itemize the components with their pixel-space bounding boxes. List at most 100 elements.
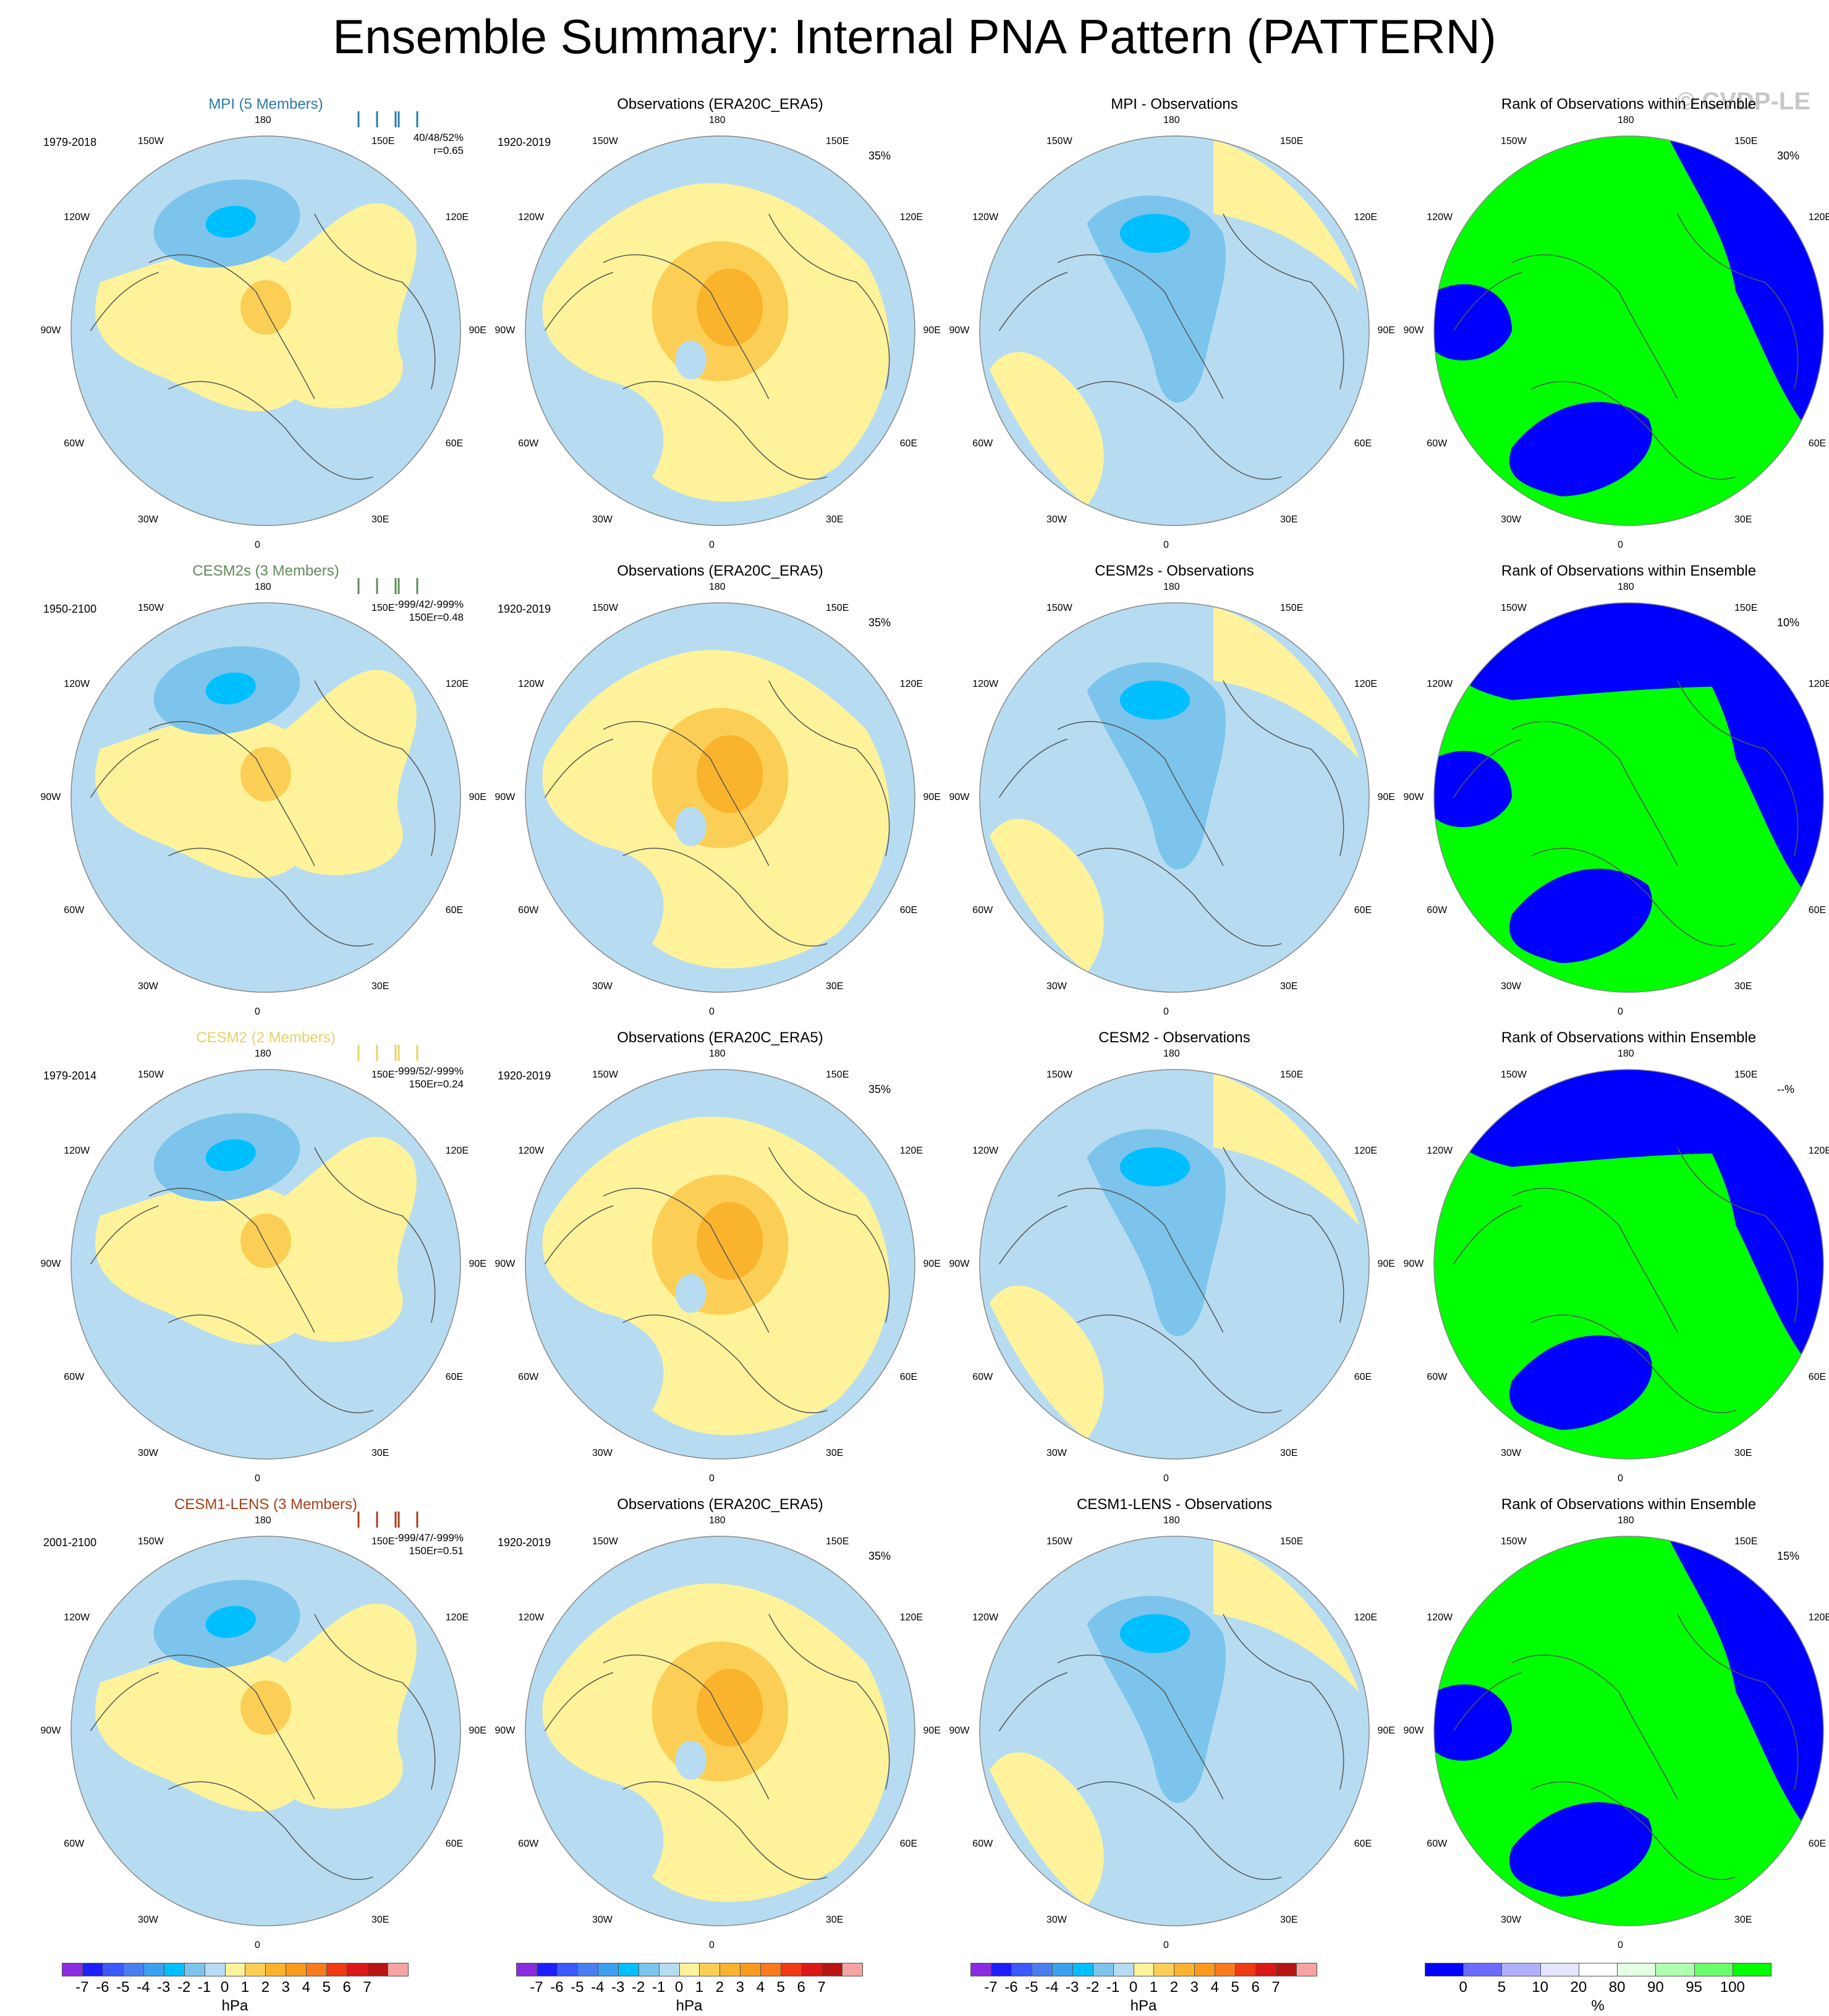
lon-label: 60E	[445, 904, 464, 916]
stats-line: 40/48/52%	[413, 132, 464, 143]
colorbar-swatch	[1072, 1963, 1093, 1976]
obs-field	[525, 603, 915, 992]
lon-label: 150E	[1280, 603, 1304, 614]
rank-blue-region	[1509, 1802, 1652, 1897]
lon-label: 90E	[923, 1259, 941, 1269]
colorbar-tick-label: 5	[322, 1979, 331, 1996]
lon-label: 60E	[1808, 1838, 1827, 1849]
rank-blue-region	[1509, 402, 1652, 496]
lon-label: 60W	[518, 904, 539, 916]
coastline	[622, 1314, 828, 1413]
coastline	[1223, 1614, 1344, 1790]
lon-label: 60W	[518, 1371, 539, 1382]
lon-label: 150E	[1734, 603, 1758, 614]
lon-label: 150W	[592, 136, 618, 147]
colorbar-swatch	[719, 1963, 741, 1976]
lon-label: 60W	[1427, 1371, 1448, 1382]
lon-label: 60W	[518, 438, 539, 449]
colorbar-swatch	[1501, 1963, 1541, 1976]
coastline	[1531, 848, 1736, 946]
colorbar-tick-label: 4	[756, 1979, 765, 1996]
contour-region	[1087, 195, 1226, 403]
map-panel-rank: Rank of Observations within Ensemble 10% 1…	[1404, 559, 1829, 1017]
coastline	[1453, 271, 1522, 331]
colorbar-swatch	[1133, 1963, 1155, 1976]
colorbar-tick-label: -3	[611, 1979, 625, 1996]
colorbar-tick-label: -4	[137, 1979, 150, 1996]
lon-label: 0	[255, 1006, 260, 1017]
colorbar-swatch	[286, 1963, 307, 1976]
lon-label: 0	[709, 539, 715, 550]
map-boundary	[70, 602, 461, 993]
coastline	[768, 213, 890, 389]
lon-label: 150W	[1046, 136, 1072, 147]
map-panel-obs: Observations (ERA20C_ERA5) 1920-2019 35% 18…	[495, 559, 943, 1017]
colorbar-tick-label: -4	[591, 1979, 605, 1996]
colorbar-tick-label: 5	[1231, 1979, 1239, 1996]
polar-map-model	[70, 602, 461, 993]
polar-map-obs	[525, 1069, 915, 1460]
polar-map-diff	[979, 1536, 1370, 1926]
percent-label: 35%	[868, 150, 891, 162]
map-boundary	[70, 1536, 461, 1926]
lon-label: 150W	[1501, 136, 1527, 147]
lon-label: 120W	[518, 1612, 545, 1623]
model-field	[71, 1070, 460, 1459]
lon-label: 150W	[138, 603, 164, 614]
lon-label: 120W	[1427, 1612, 1453, 1623]
lon-label: 150E	[1734, 1070, 1758, 1081]
lon-label: 150E	[1280, 136, 1304, 147]
colorbar-tick-label: -6	[96, 1979, 109, 1996]
lon-label: 120W	[64, 679, 90, 690]
diff-field	[980, 1536, 1369, 1926]
lon-label: 90E	[469, 1725, 486, 1736]
colorbar-swatch	[204, 1963, 226, 1976]
rank-blue-region	[1509, 1335, 1652, 1430]
lon-label: 120E	[899, 212, 923, 223]
colorbar-tick-label: -5	[571, 1979, 584, 1996]
colorbar-tick-label: -2	[631, 1979, 645, 1996]
contour-region	[697, 735, 763, 814]
lon-label: 30E	[826, 980, 844, 992]
colorbar-tick-label: -6	[1004, 1979, 1018, 1996]
colorbar-tick-label: 6	[1251, 1979, 1260, 1996]
lon-label: 120W	[518, 212, 545, 223]
polar-map-rank	[1433, 602, 1824, 993]
lon-label: 150E	[826, 1070, 849, 1081]
lon-label: 120W	[1427, 1146, 1453, 1157]
colorbar-swatch	[1235, 1963, 1257, 1976]
lon-label: 30E	[826, 1447, 844, 1458]
coastline	[1453, 1672, 1522, 1732]
coastline	[1077, 381, 1282, 480]
lon-label: 30E	[1280, 980, 1298, 992]
lon-label: 180	[1618, 1515, 1634, 1526]
colorbar-swatch	[1425, 1963, 1464, 1976]
lon-label: 120E	[1808, 1146, 1829, 1157]
colorbar-tick-label: -2	[177, 1979, 191, 1996]
colorbar-swatch	[1617, 1963, 1657, 1976]
polar-map-obs	[525, 135, 915, 526]
diff-field	[980, 136, 1369, 525]
coastline	[314, 1614, 436, 1790]
map-boundary	[525, 135, 915, 526]
colorbar-swatch	[82, 1963, 103, 1976]
lon-label: 60W	[64, 438, 85, 449]
colorbar-tick-label: 0	[1459, 1979, 1467, 1996]
lon-label: 180	[1163, 114, 1180, 125]
diff-panel-title: CESM2s - Observations	[1095, 563, 1254, 579]
polar-map-model	[70, 135, 461, 526]
colorbar-tick-label: -1	[651, 1979, 666, 1996]
coastline	[314, 1147, 436, 1323]
lon-label: 0	[1618, 1473, 1623, 1484]
lon-label: 30W	[138, 1447, 158, 1458]
colorbar-tick-label: 3	[1190, 1979, 1199, 1996]
lon-label: 90W	[494, 1725, 516, 1736]
lon-label: 120E	[445, 679, 469, 690]
colorbar-swatch	[679, 1963, 700, 1976]
colorbar-tick-label: 1	[695, 1979, 704, 1996]
coastline	[148, 1654, 315, 1800]
colorbar-swatch	[516, 1963, 537, 1976]
coastline	[603, 1654, 770, 1800]
coastline	[1077, 848, 1282, 946]
contour-region	[1119, 681, 1190, 720]
